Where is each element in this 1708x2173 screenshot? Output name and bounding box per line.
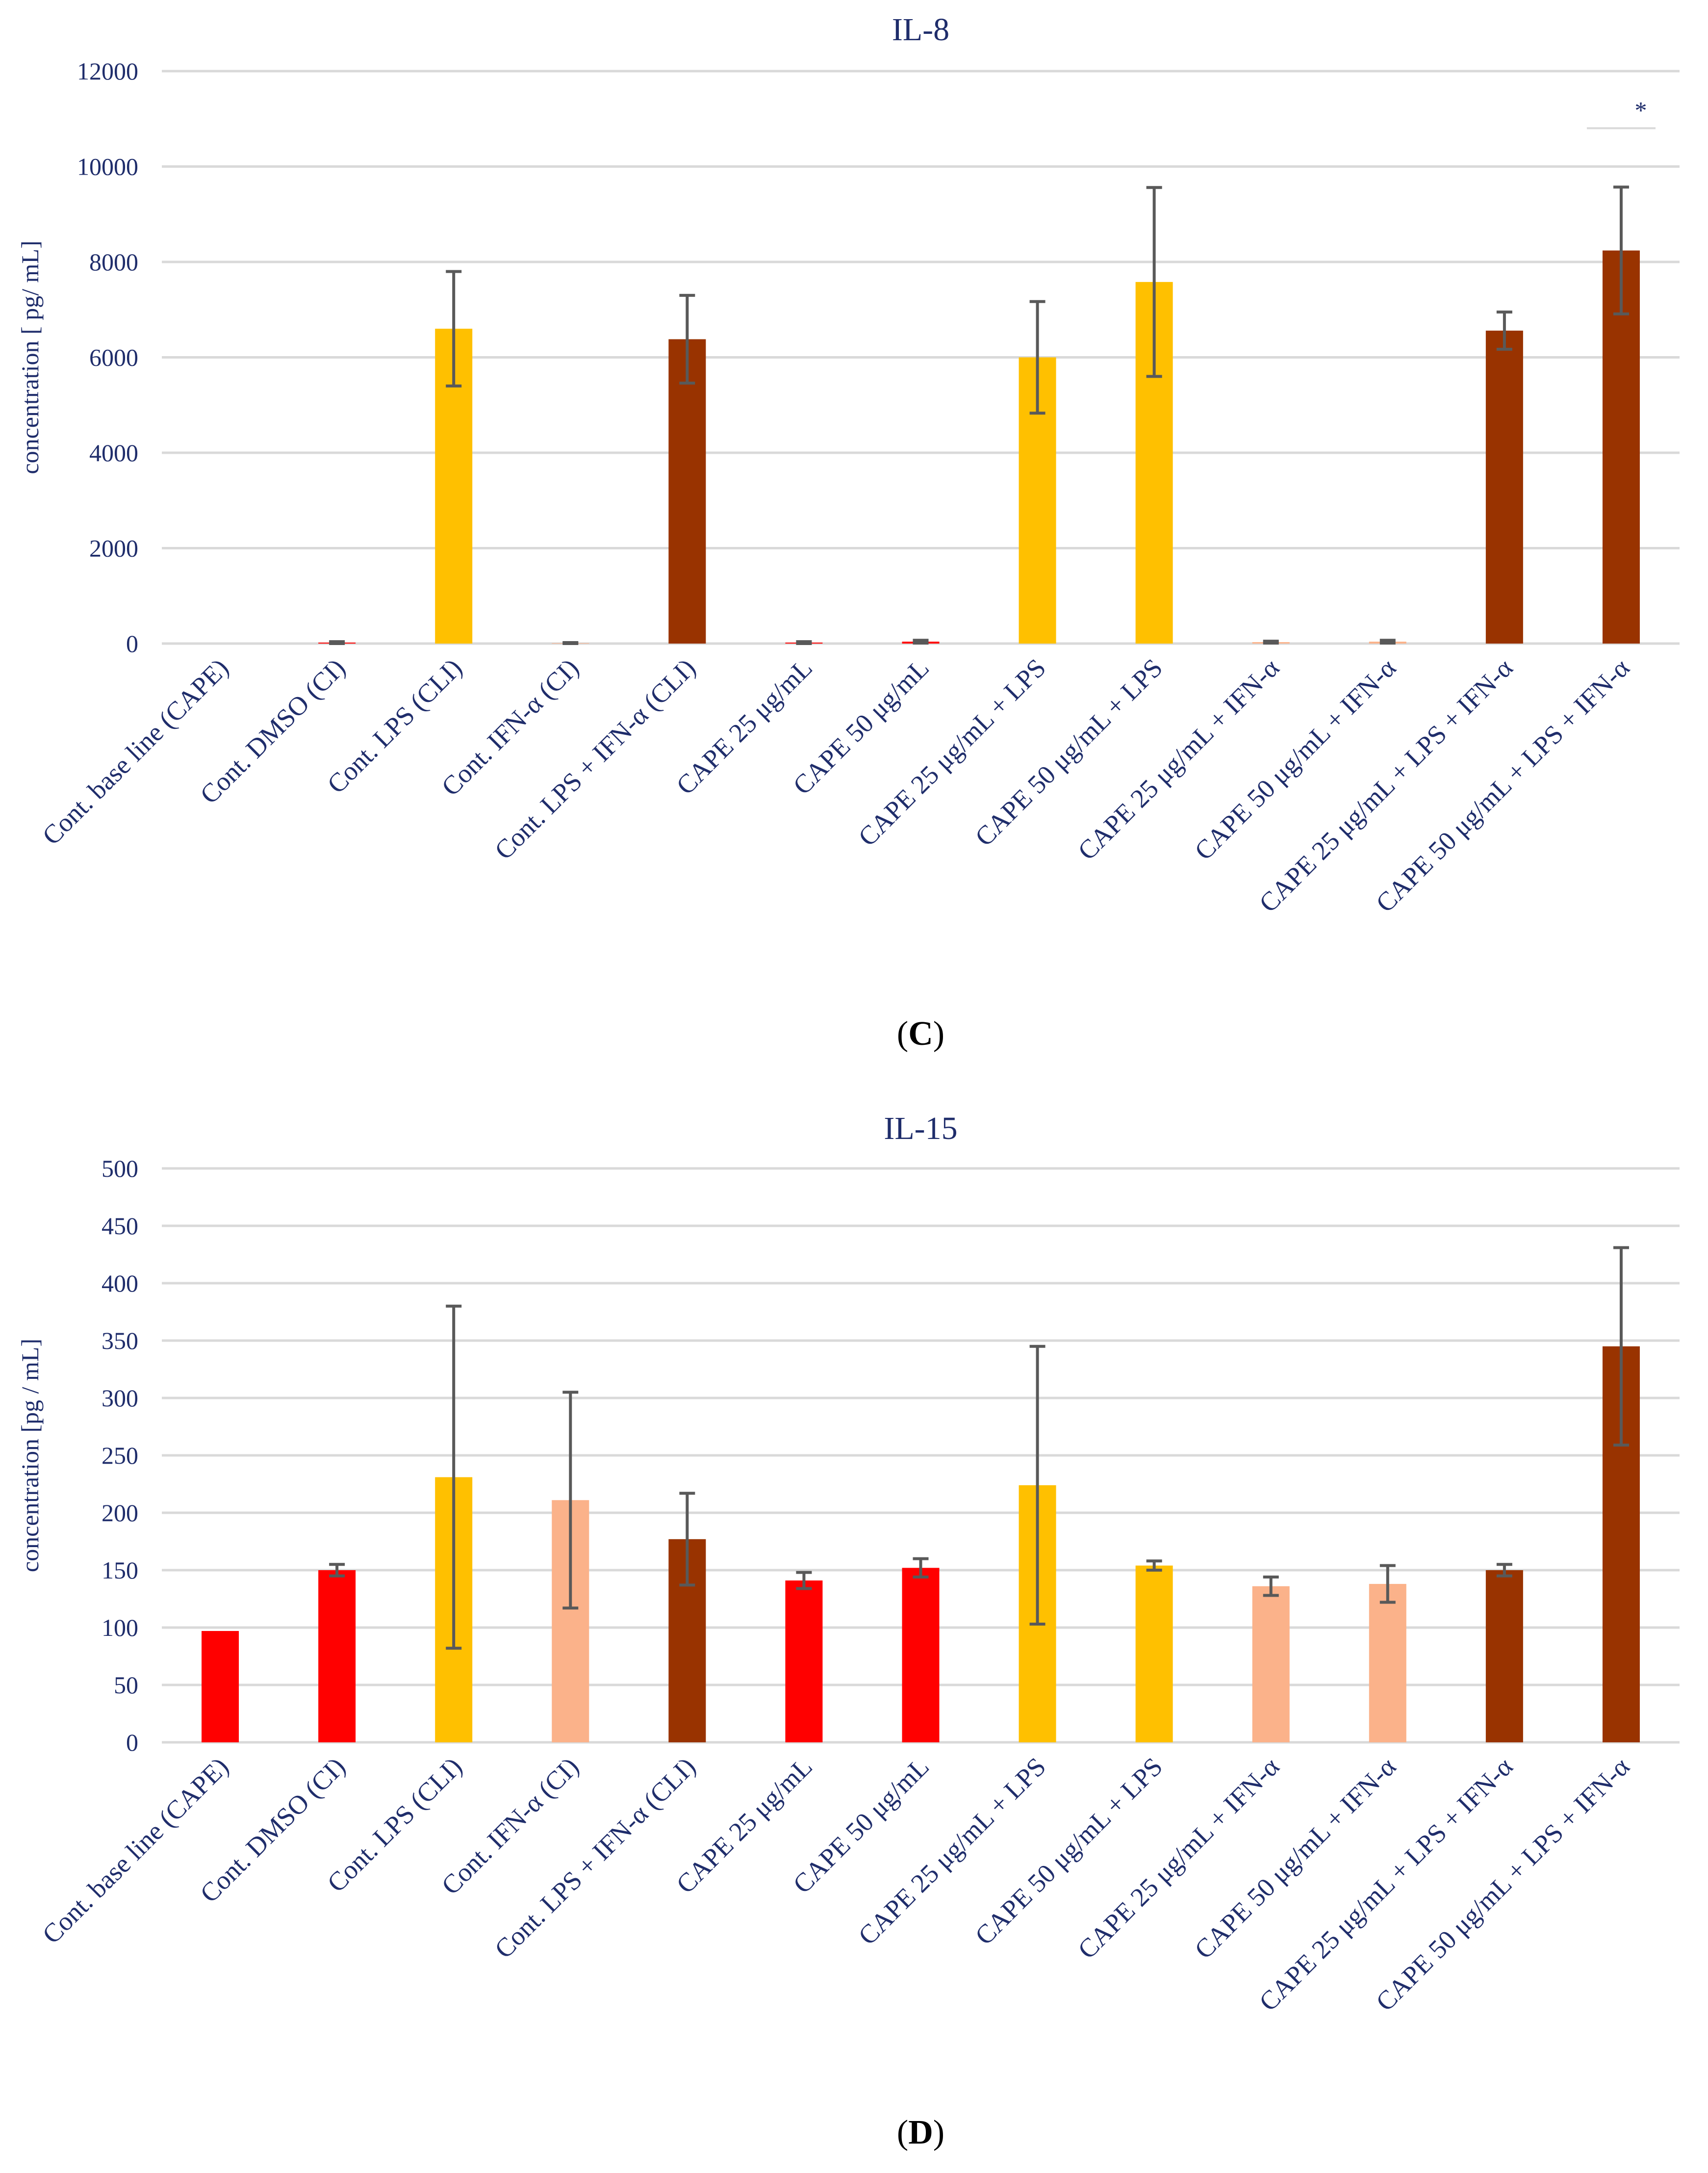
y-tick-label: 350 bbox=[102, 1327, 138, 1354]
category-label: CAPE 50 μg/mL + LPS bbox=[969, 1752, 1169, 1951]
y-tick-label: 8000 bbox=[89, 248, 138, 276]
bar bbox=[1252, 1586, 1290, 1742]
category-label: CAPE 50 μg/mL + LPS + IFN-α bbox=[1370, 1752, 1635, 2017]
category-label: CAPE 50 μg/mL + LPS bbox=[969, 653, 1169, 852]
panel-label: (D) bbox=[897, 2114, 944, 2151]
category-label: Cont. base line (CAPE) bbox=[37, 653, 234, 851]
panel-label: (C) bbox=[897, 1015, 944, 1053]
bar bbox=[668, 339, 706, 644]
y-tick-label: 0 bbox=[126, 630, 138, 657]
category-label: CAPE 25 μg/mL + LPS bbox=[853, 1752, 1052, 1951]
y-tick-label: 2000 bbox=[89, 535, 138, 562]
y-axis-label: concentration [pg / mL] bbox=[16, 1339, 44, 1572]
y-tick-label: 0 bbox=[126, 1729, 138, 1756]
category-label: CAPE 50 μg/mL + LPS + IFN-α bbox=[1370, 653, 1635, 918]
category-label: CAPE 25 μg/mL + IFN-α bbox=[1072, 1752, 1285, 1965]
significance-marker: * bbox=[1634, 96, 1647, 124]
y-tick-label: 400 bbox=[102, 1269, 138, 1297]
category-label: CAPE 25 μg/mL + IFN-α bbox=[1072, 653, 1285, 866]
category-label: CAPE 25 μg/mL + LPS + IFN-α bbox=[1253, 653, 1518, 918]
il15-chart: IL-15 concentration [pg / mL] 0 50 100 150 200… bbox=[16, 1111, 1680, 2151]
category-label: Cont. base line (CAPE) bbox=[37, 1752, 234, 1949]
bar bbox=[1602, 250, 1640, 644]
y-tick-label: 150 bbox=[102, 1556, 138, 1584]
y-tick-label: 250 bbox=[102, 1442, 138, 1469]
chart-title: IL-8 bbox=[892, 12, 949, 48]
category-label: CAPE 50 μg/mL + IFN-α bbox=[1189, 653, 1402, 866]
y-tick-label: 12000 bbox=[77, 57, 138, 85]
bar bbox=[318, 1570, 356, 1742]
bar bbox=[785, 1580, 823, 1742]
y-axis-label: concentration [ pg/ mL] bbox=[16, 240, 44, 474]
y-tick-label: 200 bbox=[102, 1499, 138, 1526]
bar bbox=[1485, 1570, 1523, 1742]
category-label: Cont. LPS + IFN-α (CLI) bbox=[489, 653, 701, 865]
y-tick-label: 450 bbox=[102, 1212, 138, 1240]
y-tick-label: 300 bbox=[102, 1384, 138, 1412]
y-tick-label: 10000 bbox=[77, 153, 138, 181]
il8-chart: IL-8 concentration [ pg/ mL] 0 2000 4000 6000… bbox=[16, 12, 1680, 1053]
y-tick-label: 50 bbox=[114, 1671, 138, 1699]
y-tick-label: 500 bbox=[102, 1155, 138, 1182]
bar bbox=[1135, 1565, 1173, 1742]
y-tick-label: 100 bbox=[102, 1614, 138, 1641]
category-label: CAPE 25 μg/mL + LPS + IFN-α bbox=[1253, 1752, 1518, 2017]
bar bbox=[1369, 1584, 1406, 1742]
category-label: Cont. LPS + IFN-α (CLI) bbox=[489, 1752, 701, 1964]
bar bbox=[902, 1568, 940, 1742]
category-label: CAPE 25 μg/mL + LPS bbox=[853, 653, 1052, 852]
chart-title: IL-15 bbox=[884, 1111, 957, 1146]
y-tick-label: 4000 bbox=[89, 439, 138, 466]
bar bbox=[1485, 331, 1523, 644]
category-label: CAPE 50 μg/mL + IFN-α bbox=[1189, 1752, 1402, 1965]
y-tick-label: 6000 bbox=[89, 344, 138, 371]
bar bbox=[202, 1631, 239, 1742]
